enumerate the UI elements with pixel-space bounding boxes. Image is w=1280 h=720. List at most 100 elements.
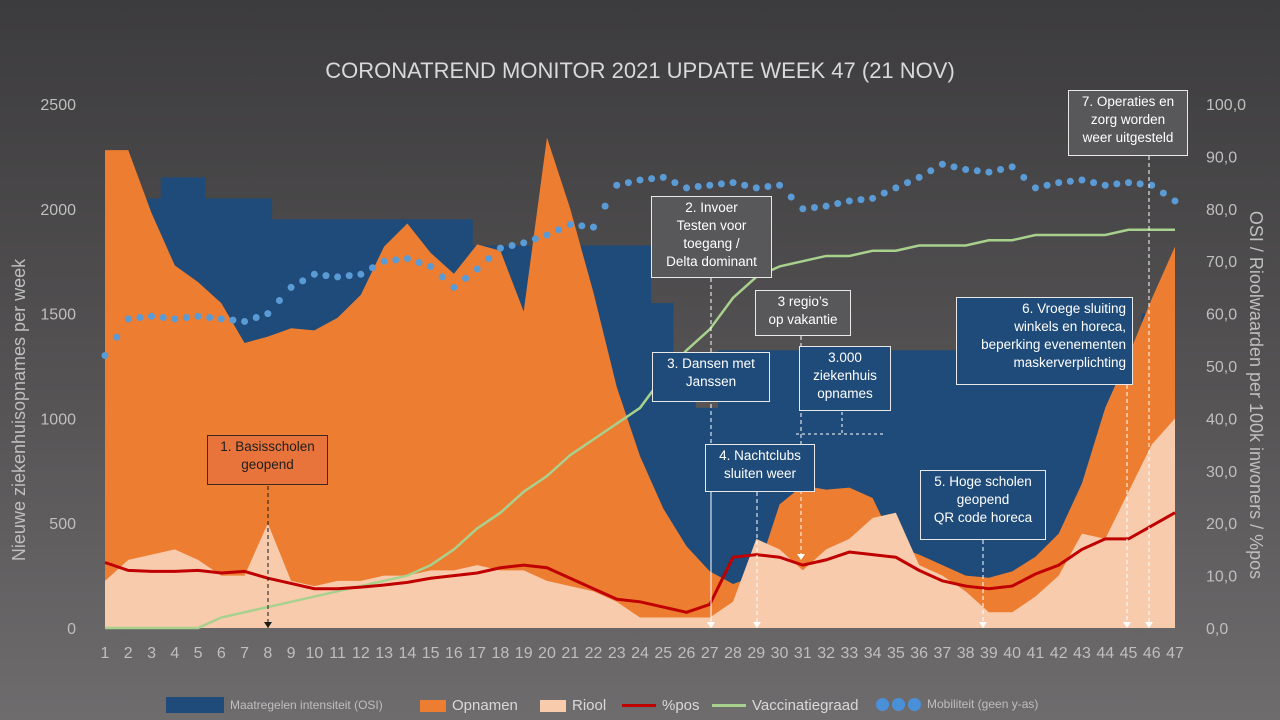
x-tick: 35 <box>887 645 905 662</box>
x-tick: 37 <box>933 645 951 662</box>
x-tick: 43 <box>1073 645 1091 662</box>
mobility-point <box>694 183 702 191</box>
mobility-point <box>485 255 493 263</box>
mobility-point <box>973 167 981 175</box>
mobility-point <box>764 183 772 191</box>
x-tick: 20 <box>538 645 556 662</box>
mobility-point <box>1031 184 1039 192</box>
legend-riool: Riool <box>540 697 606 714</box>
x-tick: 21 <box>561 645 579 662</box>
mobility-point <box>962 166 970 173</box>
mobility-point <box>357 270 365 278</box>
x-tick: 5 <box>194 645 203 662</box>
mobility-point <box>1008 163 1016 171</box>
x-tick: 44 <box>1096 645 1114 662</box>
mobility-point <box>810 203 818 211</box>
mobility-point <box>892 184 900 192</box>
y-tick-left: 1000 <box>40 411 76 428</box>
mobility-point <box>1066 177 1074 185</box>
mobility-point <box>450 283 458 291</box>
mobility-point <box>543 231 551 239</box>
legend-vacc: Vaccinatiegraad <box>712 697 858 714</box>
legend-osi: Maatregelen intensiteit (OSI) <box>166 697 383 713</box>
y-axis-left-label: Nieuwe ziekenhuisopnames per week <box>9 258 29 561</box>
y-tick-right: 60,0 <box>1206 307 1237 324</box>
mobility-point <box>171 315 179 323</box>
mobility-point <box>1171 197 1179 205</box>
x-tick: 1 <box>101 645 110 662</box>
y-tick-right: 0,0 <box>1206 621 1228 638</box>
mobility-point <box>299 277 307 285</box>
mobility-point <box>159 314 167 322</box>
mobility-point <box>566 221 574 229</box>
y-tick-right: 10,0 <box>1206 569 1237 586</box>
legend-opnamen-swatch <box>420 699 446 712</box>
pointer-3-arrow <box>707 622 715 628</box>
x-tick: 10 <box>305 645 323 662</box>
mobility-point <box>1020 173 1028 181</box>
mobility-point <box>857 196 865 204</box>
annotation-1: 1. Basisscholen geopend <box>207 435 328 485</box>
pointer-3r-arrow <box>797 554 805 560</box>
x-tick: 31 <box>794 645 812 662</box>
mobility-point <box>369 264 376 272</box>
legend-opnamen: Opnamen <box>420 697 518 714</box>
mobility-point <box>473 265 481 273</box>
mobility-point <box>380 257 388 265</box>
mobility-point <box>520 239 528 247</box>
mobility-point <box>182 314 190 322</box>
mobility-point <box>334 273 342 281</box>
x-tick: 3 <box>147 645 156 662</box>
x-tick: 19 <box>515 645 533 662</box>
annotation-7: 7. Operaties en zorg worden weer uitgest… <box>1068 90 1188 156</box>
y-tick-right: 90,0 <box>1206 149 1237 166</box>
mobility-point <box>683 184 691 192</box>
mobility-point <box>869 194 877 202</box>
mobility-point <box>822 202 830 210</box>
annotation-5: 5. Hoge scholen geopend QR code horeca <box>920 470 1046 540</box>
x-tick: 2 <box>124 645 133 662</box>
x-tick: 45 <box>1120 645 1138 662</box>
mobility-point <box>496 244 504 252</box>
annotation-3-regios: 3 regio’s op vakantie <box>755 290 851 336</box>
mobility-point <box>113 333 121 341</box>
mobility-point <box>415 259 423 267</box>
x-tick: 28 <box>724 645 742 662</box>
legend-riool-swatch <box>540 699 566 712</box>
series-opnamen-area <box>105 137 1175 628</box>
legend-osi-swatch <box>166 697 224 713</box>
pointer-7-arrow <box>1145 622 1153 628</box>
legend-pos-label: %pos <box>662 697 700 714</box>
legend-osi-label: Maatregelen intensiteit (OSI) <box>230 698 383 712</box>
mobility-point <box>915 173 923 181</box>
mobility-point <box>927 167 935 175</box>
mobility-point <box>904 179 911 187</box>
mobility-point <box>752 184 760 192</box>
y-tick-right: 40,0 <box>1206 411 1237 428</box>
annotation-2: 2. Invoer Testen voor toegang / Delta do… <box>651 196 772 278</box>
mobility-point <box>101 352 109 360</box>
x-tick: 30 <box>771 645 789 662</box>
y-tick-right: 100,0 <box>1206 97 1246 114</box>
x-tick: 47 <box>1166 645 1184 662</box>
pointer-4-arrow <box>753 622 761 628</box>
pointer-1-arrow <box>264 622 272 628</box>
mobility-point <box>938 160 946 168</box>
mobility-point <box>206 314 214 322</box>
x-tick: 34 <box>864 645 882 662</box>
y-tick-right: 30,0 <box>1206 464 1237 481</box>
legend-mob-label: Mobiliteit (geen y-as) <box>927 697 1039 711</box>
mobility-point <box>322 272 330 280</box>
x-tick: 18 <box>492 645 510 662</box>
x-tick: 42 <box>1050 645 1068 662</box>
x-tick: 8 <box>263 645 272 662</box>
legend-riool-label: Riool <box>572 697 607 714</box>
x-tick: 26 <box>678 645 696 662</box>
mobility-point <box>648 175 656 183</box>
x-tick: 12 <box>352 645 370 662</box>
mobility-point <box>717 180 725 188</box>
mobility-point <box>427 262 435 270</box>
mobility-point <box>776 181 784 189</box>
mobility-point <box>136 314 144 322</box>
